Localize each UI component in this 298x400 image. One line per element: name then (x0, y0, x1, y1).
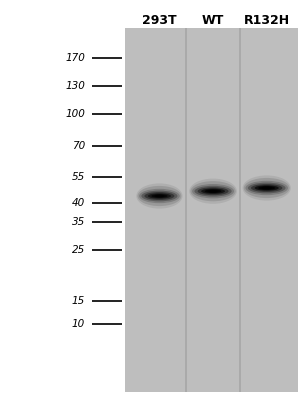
Ellipse shape (142, 190, 177, 202)
Bar (241, 28, 293, 392)
Ellipse shape (201, 188, 225, 194)
Ellipse shape (251, 184, 283, 192)
Ellipse shape (198, 187, 229, 195)
Ellipse shape (254, 185, 279, 191)
Text: 293T: 293T (142, 14, 177, 27)
Ellipse shape (195, 186, 232, 196)
Ellipse shape (244, 178, 290, 198)
Text: 35: 35 (72, 217, 85, 227)
Text: 40: 40 (72, 198, 85, 208)
Text: 100: 100 (65, 109, 85, 119)
Ellipse shape (248, 182, 285, 194)
Text: 25: 25 (72, 245, 85, 255)
Bar (239, 28, 241, 392)
Ellipse shape (148, 193, 171, 199)
Ellipse shape (246, 181, 288, 195)
Ellipse shape (258, 186, 275, 190)
Ellipse shape (190, 181, 236, 201)
Ellipse shape (243, 175, 291, 201)
Bar (125, 28, 298, 392)
Ellipse shape (136, 183, 182, 209)
Text: 130: 130 (65, 81, 85, 91)
Text: 55: 55 (72, 172, 85, 182)
Ellipse shape (145, 192, 174, 200)
Bar (185, 28, 187, 392)
Ellipse shape (137, 186, 181, 206)
Ellipse shape (192, 184, 234, 198)
Text: 10: 10 (72, 319, 85, 329)
Ellipse shape (154, 195, 164, 197)
Text: R132H: R132H (244, 14, 290, 27)
Ellipse shape (151, 194, 167, 198)
Text: 170: 170 (65, 53, 85, 63)
Bar (133, 28, 185, 392)
Text: 70: 70 (72, 141, 85, 151)
Ellipse shape (205, 189, 221, 193)
Bar (187, 28, 239, 392)
Ellipse shape (208, 190, 218, 192)
Ellipse shape (261, 187, 272, 189)
Ellipse shape (189, 178, 237, 204)
Text: WT: WT (202, 14, 224, 27)
Text: 15: 15 (72, 296, 85, 306)
Ellipse shape (139, 189, 180, 203)
